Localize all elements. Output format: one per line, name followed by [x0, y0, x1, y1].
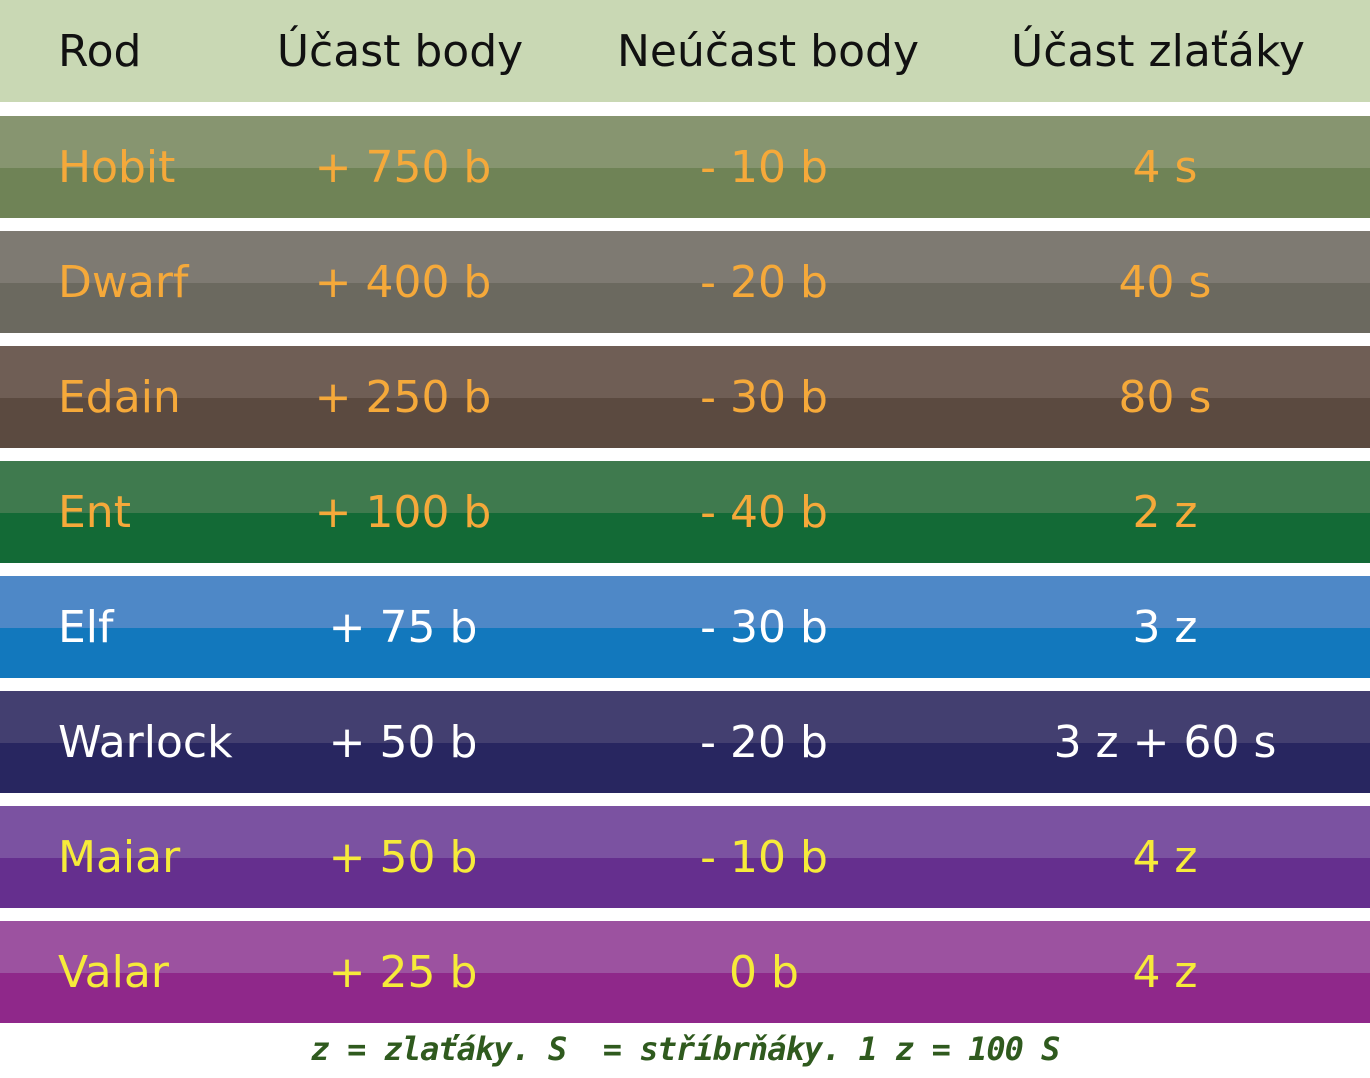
- table-cell: + 25 b: [328, 947, 478, 998]
- table-cell: Edain: [58, 372, 181, 423]
- header-cell: Účast zlaťáky: [1011, 26, 1305, 77]
- footer-note: z = zlaťáky. S = stříbrňáky. 1 z = 100 S: [310, 1030, 1061, 1068]
- table-cell: - 10 b: [700, 142, 828, 193]
- table-cell: + 250 b: [314, 372, 492, 423]
- table-cell: + 50 b: [328, 717, 478, 768]
- table-cell: - 40 b: [700, 487, 828, 538]
- header-cell: Účast body: [276, 26, 524, 77]
- table-cell: 4 z: [1132, 947, 1198, 998]
- table-cell: + 50 b: [328, 832, 478, 883]
- table-cell: 4 s: [1132, 142, 1198, 193]
- table-row: Warlock + 50 b - 20 b 3 z + 60 s: [0, 691, 1370, 793]
- table-cell: - 30 b: [700, 602, 828, 653]
- table-cell: Hobit: [58, 142, 176, 193]
- table-row: Hobit + 750 b - 10 b 4 s: [0, 116, 1370, 218]
- table-cell: 4 z: [1132, 832, 1198, 883]
- table-cell: Elf: [58, 602, 114, 653]
- table-row: Dwarf + 400 b - 20 b 40 s: [0, 231, 1370, 333]
- table-cell: + 400 b: [314, 257, 492, 308]
- table-cell: 40 s: [1118, 257, 1212, 308]
- table-cell: Maiar: [58, 832, 181, 883]
- table-row: Elf + 75 b - 30 b 3 z: [0, 576, 1370, 678]
- table-row: Valar + 25 b 0 b 4 z: [0, 921, 1370, 1023]
- table-cell: + 75 b: [328, 602, 478, 653]
- table-cell: - 20 b: [700, 257, 828, 308]
- table-row: Edain + 250 b - 30 b 80 s: [0, 346, 1370, 448]
- table-cell: + 100 b: [314, 487, 492, 538]
- header-row: Rod Účast body Neúčast body Účast zlaťák…: [0, 0, 1370, 102]
- table-cell: - 30 b: [700, 372, 828, 423]
- table-row: Ent + 100 b - 40 b 2 z: [0, 461, 1370, 563]
- table-cell: 0 b: [729, 947, 799, 998]
- table-row: Maiar + 50 b - 10 b 4 z: [0, 806, 1370, 908]
- header-cell: Neúčast body: [616, 26, 919, 77]
- table-cell: Dwarf: [58, 257, 189, 308]
- table-cell: + 750 b: [314, 142, 492, 193]
- table-cell: 2 z: [1132, 487, 1198, 538]
- table-cell: - 10 b: [700, 832, 828, 883]
- table-cell: 3 z: [1132, 602, 1198, 653]
- table-cell: - 20 b: [700, 717, 828, 768]
- header-cell: Rod: [58, 26, 142, 77]
- table-cell: 3 z + 60 s: [1053, 717, 1277, 768]
- table-cell: Warlock: [58, 717, 233, 768]
- table-cell: 80 s: [1118, 372, 1212, 423]
- table-cell: Valar: [58, 947, 169, 998]
- table-cell: Ent: [58, 487, 131, 538]
